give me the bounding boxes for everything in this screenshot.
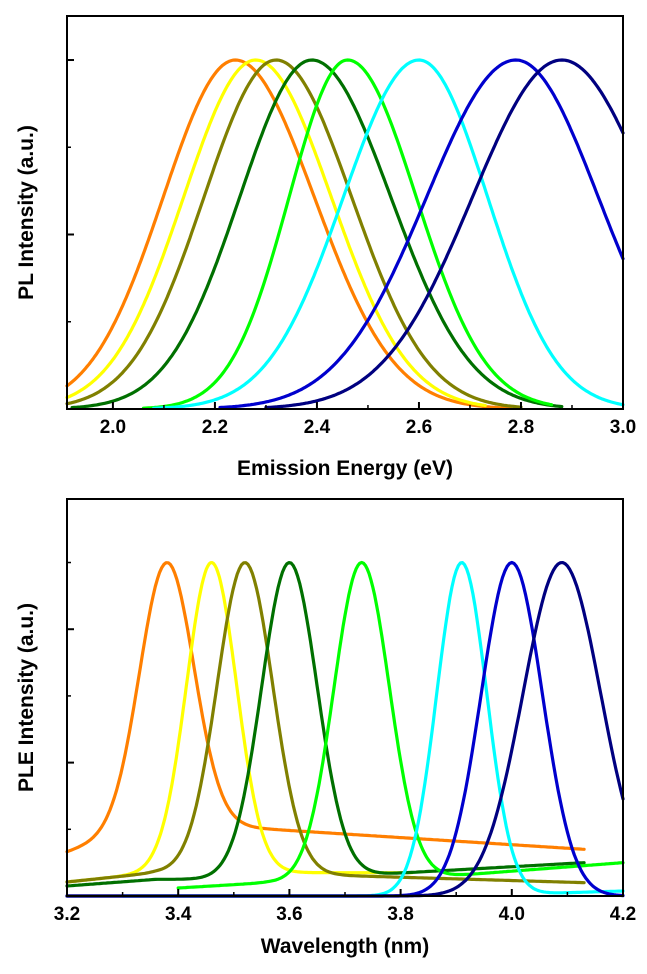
- pl-plot-frame: [66, 15, 624, 410]
- pl-y-axis-title: PL Intensity (a.u.): [15, 125, 38, 300]
- x-tick-label: 4.2: [610, 904, 636, 925]
- ple-y-axis-title: PLE Intensity (a.u.): [15, 603, 38, 792]
- ple-series-3: [65, 561, 586, 888]
- pl-ticks: 2.0 2.2 2.4 2.6 2.8 3.0: [67, 59, 636, 438]
- ple-panel: 3.2 3.4 3.6 3.8 4.0 4.2 Wavelength (nm) PLE I…: [15, 498, 636, 958]
- pl-series-1: [65, 58, 487, 408]
- x-tick-label: 4.0: [499, 904, 525, 925]
- ple-x-axis-title: Wavelength (nm): [261, 935, 429, 958]
- pl-series-2: [65, 58, 523, 409]
- ple-series-0: [65, 561, 586, 854]
- pl-series-5: [152, 58, 625, 410]
- pl-series-6: [218, 58, 625, 410]
- x-tick-label: 2.4: [304, 417, 331, 438]
- ple-ticks: 3.2 3.4 3.6 3.8 4.0 4.2: [54, 561, 636, 925]
- pl-series-3: [70, 58, 564, 410]
- x-tick-label: 2.6: [406, 417, 432, 438]
- x-tick-label: 3.0: [610, 417, 636, 438]
- x-tick-label: 3.6: [276, 904, 302, 925]
- pl-series-4: [141, 58, 554, 410]
- x-tick-label: 3.4: [165, 904, 192, 925]
- pl-x-axis-title: Emission Energy (eV): [237, 457, 453, 480]
- ple-curves: [65, 560, 625, 898]
- pl-series-0: [65, 58, 513, 410]
- x-tick-label: 2.2: [202, 417, 228, 438]
- pl-series-7: [264, 58, 625, 410]
- ple-series-4: [176, 560, 625, 890]
- x-tick-label: 2.0: [100, 417, 126, 438]
- ple-series-2: [65, 561, 586, 885]
- pl-panel: 2.0 2.2 2.4 2.6 2.8 3.0 Emission Energy (eV) …: [15, 15, 636, 480]
- pl-curves: [65, 58, 625, 410]
- x-tick-label: 3.8: [387, 904, 413, 925]
- x-tick-label: 3.2: [54, 904, 80, 925]
- x-tick-label: 2.8: [508, 417, 534, 438]
